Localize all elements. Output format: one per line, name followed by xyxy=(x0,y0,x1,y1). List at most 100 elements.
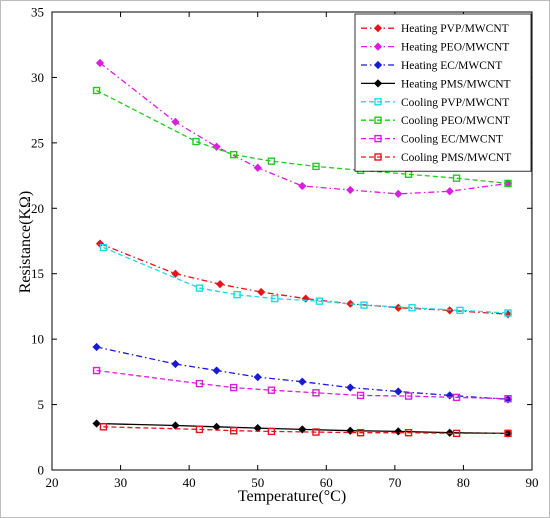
legend-marker-heating-ec-mwcnt xyxy=(373,60,383,70)
series-line-cooling-ec-mwcnt xyxy=(96,369,509,400)
data-point-cooling-pvp-mwcnt xyxy=(315,297,324,305)
data-point-cooling-pvp-mwcnt xyxy=(99,243,108,252)
legend: Heating PVP/MWCNT Heating PEO/MWCNT Heatin… xyxy=(354,13,532,172)
data-point-cooling-pvp-mwcnt xyxy=(408,304,416,312)
series-line-heating-ec-mwcnt xyxy=(96,346,509,400)
legend-marker-cooling-pms-mwcnt xyxy=(374,153,382,161)
axes-layer: 20 30 40 50 60 70 80 90 0 5 10 15 20 25 30 35 xyxy=(31,5,539,491)
legend-marker-heating-pvp-mwcnt xyxy=(373,24,383,33)
y-tick-label: 5 xyxy=(38,397,45,412)
legend-label-cooling-ec-mwcnt: Cooling EC/MWCNT xyxy=(401,134,503,146)
series-line-heating-pvp-mwcnt xyxy=(99,242,509,315)
legend-entry-heating-pvp-mwcnt: Heating PVP/MWCNT xyxy=(361,23,509,35)
legend-entry-cooling-pms-mwcnt: Cooling PMS/MWCNT xyxy=(361,152,511,164)
data-point-heating-pvp-mwcnt xyxy=(257,287,266,297)
y-tick-label: 35 xyxy=(31,5,44,20)
data-point-cooling-pvp-mwcnt xyxy=(360,301,368,309)
data-point-heating-peo-mwcnt xyxy=(95,58,105,68)
series-heating-pms-mwcnt xyxy=(92,419,513,438)
legend-label-cooling-peo-mwcnt: Cooling PEO/MWCNT xyxy=(401,115,510,127)
data-point-cooling-ec-mwcnt xyxy=(267,386,276,394)
data-point-heating-ec-mwcnt xyxy=(212,366,221,375)
data-point-cooling-pms-mwcnt xyxy=(99,423,108,431)
x-axis-title: Temperature(°C) xyxy=(238,488,346,505)
series-cooling-pvp-mwcnt xyxy=(99,243,512,317)
data-point-heating-peo-mwcnt xyxy=(346,185,355,195)
y-axis-title: Resistance(KΩ) xyxy=(17,191,34,294)
data-point-heating-peo-mwcnt xyxy=(171,117,180,127)
data-point-heating-ec-mwcnt xyxy=(298,377,307,386)
data-point-heating-peo-mwcnt xyxy=(445,187,454,196)
data-point-heating-pms-mwcnt xyxy=(346,426,355,435)
data-point-cooling-pms-mwcnt xyxy=(230,427,238,435)
legend-entry-cooling-ec-mwcnt: Cooling EC/MWCNT xyxy=(361,134,503,146)
legend-entry-heating-pms-mwcnt: Heating PMS/MWCNT xyxy=(361,78,511,90)
data-point-heating-pms-mwcnt xyxy=(212,422,221,431)
data-point-heating-ec-mwcnt xyxy=(394,387,403,396)
data-point-heating-ec-mwcnt xyxy=(92,342,101,352)
data-point-heating-pms-mwcnt xyxy=(298,425,307,434)
series-heating-ec-mwcnt xyxy=(92,342,513,404)
data-point-cooling-pms-mwcnt xyxy=(452,429,461,438)
legend-label-heating-pms-mwcnt: Heating PMS/MWCNT xyxy=(401,78,511,90)
x-tick-label: 90 xyxy=(526,475,539,490)
legend-label-cooling-pvp-mwcnt: Cooling PVP/MWCNT xyxy=(401,97,509,109)
x-tick-label: 80 xyxy=(457,475,470,490)
data-point-cooling-peo-mwcnt xyxy=(192,137,200,146)
data-point-cooling-ec-mwcnt xyxy=(504,394,512,403)
series-line-cooling-pvp-mwcnt xyxy=(103,246,509,314)
x-tick-label: 60 xyxy=(320,475,333,490)
legend-entry-cooling-peo-mwcnt: Cooling PEO/MWCNT xyxy=(361,115,510,127)
data-point-heating-ec-mwcnt xyxy=(253,372,262,382)
series-cooling-peo-mwcnt xyxy=(92,86,512,188)
data-point-heating-peo-mwcnt xyxy=(298,181,307,191)
plot-area-border xyxy=(51,11,533,471)
data-point-cooling-peo-mwcnt xyxy=(267,157,276,165)
data-point-cooling-pvp-mwcnt xyxy=(504,309,512,317)
data-point-heating-ec-mwcnt xyxy=(346,383,355,392)
x-tick-label: 50 xyxy=(251,475,264,490)
data-point-cooling-pms-mwcnt xyxy=(356,429,365,437)
legend-box xyxy=(354,13,532,172)
data-point-cooling-ec-mwcnt xyxy=(356,391,365,400)
data-point-cooling-pms-mwcnt xyxy=(504,429,512,438)
legend-marker-cooling-pvp-mwcnt xyxy=(374,98,382,106)
x-tick-label: 40 xyxy=(183,475,196,490)
data-point-cooling-pms-mwcnt xyxy=(267,427,276,436)
legend-entry-heating-peo-mwcnt: Heating PEO/MWCNT xyxy=(361,42,509,54)
data-point-cooling-pvp-mwcnt xyxy=(233,290,241,299)
data-point-cooling-ec-mwcnt xyxy=(195,379,204,388)
data-point-heating-pms-mwcnt xyxy=(394,427,403,436)
series-line-heating-peo-mwcnt xyxy=(99,62,509,195)
data-point-cooling-pvp-mwcnt xyxy=(456,306,464,315)
data-point-cooling-pms-mwcnt xyxy=(195,425,204,434)
data-point-cooling-peo-mwcnt xyxy=(230,150,238,159)
data-point-heating-peo-mwcnt xyxy=(394,189,403,198)
data-point-cooling-ec-mwcnt xyxy=(312,389,320,397)
y-tick-label: 25 xyxy=(31,135,44,150)
y-tick-label: 30 xyxy=(31,70,44,85)
x-tick-label: 20 xyxy=(46,475,59,490)
data-point-heating-pms-mwcnt xyxy=(92,419,101,428)
legend-label-cooling-pms-mwcnt: Cooling PMS/MWCNT xyxy=(401,152,511,164)
data-point-heating-peo-mwcnt xyxy=(253,163,262,172)
y-tick-label: 10 xyxy=(31,332,44,347)
series-cooling-ec-mwcnt xyxy=(92,366,512,403)
series-line-cooling-peo-mwcnt xyxy=(96,89,509,185)
data-point-heating-pvp-mwcnt xyxy=(301,294,310,303)
data-point-heating-peo-mwcnt xyxy=(212,142,221,151)
data-point-cooling-peo-mwcnt xyxy=(92,86,101,95)
x-tick-label: 70 xyxy=(388,475,401,490)
legend-marker-cooling-ec-mwcnt xyxy=(374,134,382,143)
data-point-cooling-pvp-mwcnt xyxy=(271,294,279,303)
legend-marker-cooling-peo-mwcnt xyxy=(374,116,382,124)
legend-entry-cooling-pvp-mwcnt: Cooling PVP/MWCNT xyxy=(361,97,509,109)
legend-marker-heating-pms-mwcnt xyxy=(373,79,383,88)
data-point-cooling-ec-mwcnt xyxy=(452,393,461,402)
series-heating-peo-mwcnt xyxy=(95,58,513,198)
data-point-heating-pms-mwcnt xyxy=(171,421,180,430)
legend-label-heating-peo-mwcnt: Heating PEO/MWCNT xyxy=(401,42,509,54)
data-point-cooling-pvp-mwcnt xyxy=(195,284,204,292)
data-point-heating-pvp-mwcnt xyxy=(394,303,403,312)
